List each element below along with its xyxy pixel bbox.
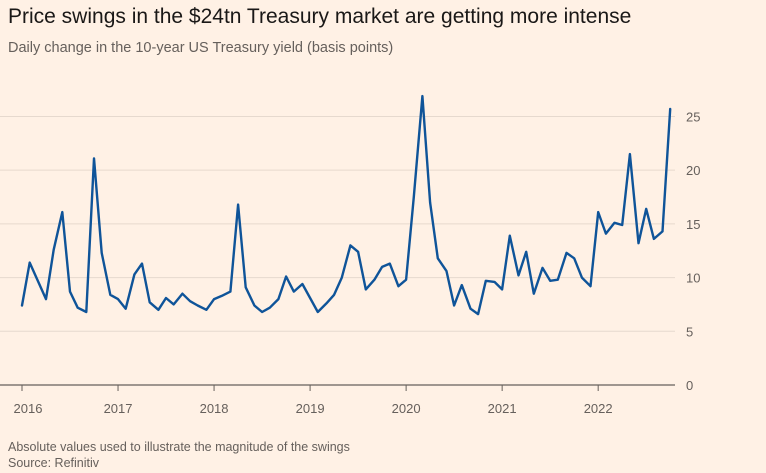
series-line-0 bbox=[20, 94, 672, 316]
chart-note: Absolute values used to illustrate the m… bbox=[8, 440, 350, 454]
y-tick-label: 20 bbox=[686, 163, 700, 178]
x-tick-label: 2018 bbox=[200, 401, 229, 416]
chart-source: Source: Refinitiv bbox=[8, 456, 100, 470]
y-tick-label: 25 bbox=[686, 109, 700, 124]
x-tick-label: 2016 bbox=[14, 401, 43, 416]
y-tick-label: 15 bbox=[686, 217, 700, 232]
yield-change-chart: 0 5 10 15 20 25 2016 2017 2018 2019 2020 2021 2022 bbox=[0, 94, 700, 416]
x-tick-label: 2022 bbox=[584, 401, 613, 416]
chart-title: Price swings in the $24tn Treasury marke… bbox=[8, 5, 632, 28]
y-tick-label: 0 bbox=[686, 378, 693, 393]
x-tick-label: 2020 bbox=[392, 401, 421, 416]
y-tick-label: 10 bbox=[686, 271, 700, 286]
y-tick-label: 5 bbox=[686, 324, 693, 339]
x-tick-label: 2019 bbox=[296, 401, 325, 416]
x-tick-label: 2017 bbox=[104, 401, 133, 416]
chart-subtitle: Daily change in the 10-year US Treasury … bbox=[8, 40, 394, 56]
chart-area: 0 5 10 15 20 25 2016 2017 2018 2019 2020 2021 2022 bbox=[0, 70, 766, 430]
x-tick-label: 2021 bbox=[488, 401, 517, 416]
